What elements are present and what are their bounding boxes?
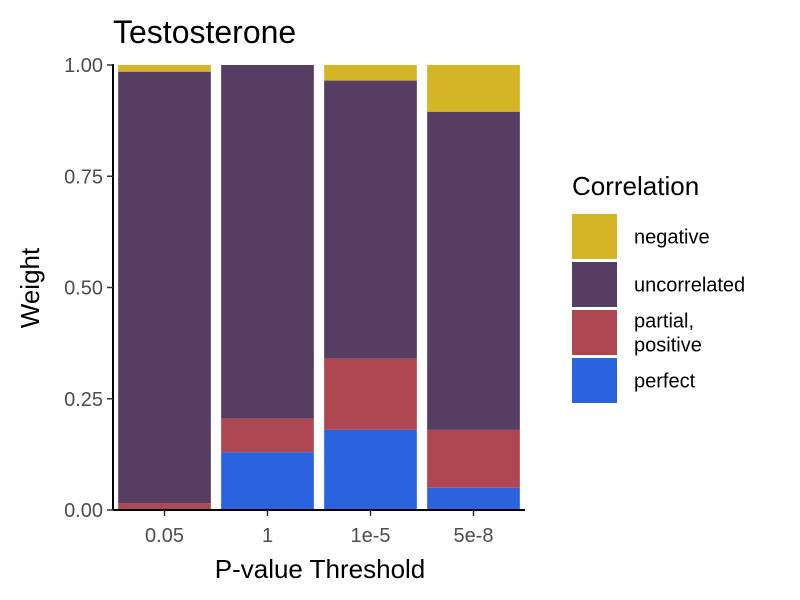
bar-segment-partial-positive-5e-8 — [427, 429, 520, 488]
legend-label-partial-positive: partial, positive — [634, 311, 702, 357]
bar-segment-uncorrelated-5e-8 — [427, 111, 520, 430]
legend-key-uncorrelated — [572, 262, 617, 307]
bar-segment-uncorrelated-1 — [221, 65, 314, 419]
legend-key-perfect — [572, 358, 617, 403]
bar-segment-partial-positive-1e-5 — [324, 358, 417, 430]
legend-label-uncorrelated: uncorrelated — [634, 275, 745, 297]
y-tick-label: 1.00 — [64, 55, 103, 77]
bar-segment-partial-positive-0-05 — [118, 503, 211, 510]
legend-title: Correlation — [572, 171, 699, 201]
y-tick-label: 0.50 — [64, 278, 103, 300]
y-tick-label: 0.25 — [64, 389, 103, 411]
bar-segment-perfect-5e-8 — [427, 487, 520, 510]
bar-segment-negative-0-05 — [118, 65, 211, 72]
x-tick-label: 5e-8 — [453, 525, 493, 547]
axes-group: 0.00 0.25 0.50 0.75 1.00 0.05 1 1e-5 5e-8 — [64, 55, 525, 547]
bar-segment-uncorrelated-1e-5 — [324, 80, 417, 359]
legend-key-negative — [572, 214, 617, 259]
x-tick-label: 1e-5 — [350, 525, 390, 547]
legend-label-perfect: perfect — [634, 371, 696, 393]
legend: Correlation negative uncorrelated partial,… — [572, 171, 745, 403]
y-tick-label: 0.75 — [64, 166, 103, 188]
bar-segment-negative-5e-8 — [427, 65, 520, 112]
x-tick-label: 1 — [262, 525, 273, 547]
bar-segment-uncorrelated-0-05 — [118, 71, 211, 504]
legend-label-negative: negative — [634, 227, 710, 249]
legend-key-partial-positive — [572, 310, 617, 355]
y-tick-label: 0.00 — [64, 500, 103, 522]
bar-segment-partial-positive-1 — [221, 418, 314, 453]
bar-segment-perfect-1 — [221, 452, 314, 510]
x-tick-label: 0.05 — [145, 525, 184, 547]
bars-group — [118, 65, 520, 510]
chart-title: Testosterone — [113, 14, 296, 50]
x-axis-title: P-value Threshold — [215, 554, 426, 584]
bar-segment-negative-1e-5 — [324, 65, 417, 81]
bar-segment-perfect-1e-5 — [324, 429, 417, 510]
y-axis-title: Weight — [15, 247, 45, 328]
